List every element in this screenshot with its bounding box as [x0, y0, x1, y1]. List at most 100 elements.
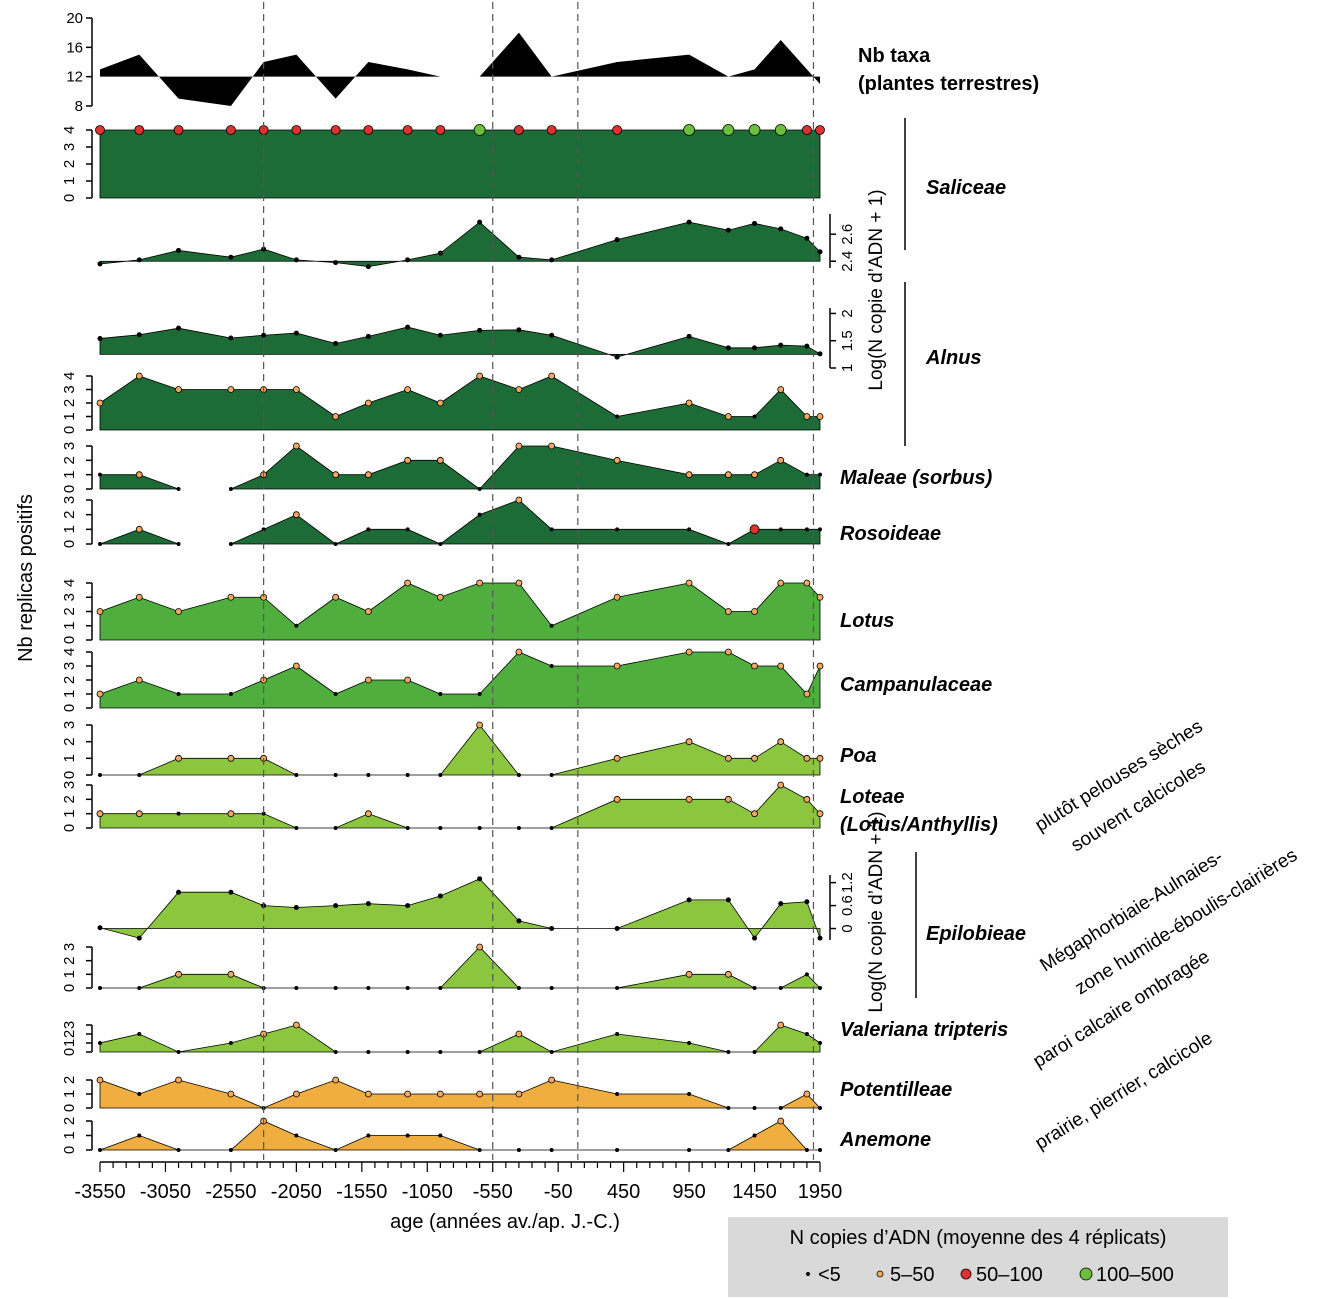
taxon-label: Maleae (sorbus)	[840, 467, 993, 489]
series-area	[100, 724, 821, 776]
legend-label: <5	[818, 1264, 841, 1286]
x-tick-label: -3550	[74, 1181, 125, 1203]
data-point	[137, 1133, 142, 1138]
data-point	[98, 542, 102, 546]
data-point	[752, 345, 758, 351]
data-point	[818, 986, 822, 990]
data-point	[818, 472, 822, 477]
data-point	[435, 125, 446, 135]
y-tick-label: 2	[61, 1076, 78, 1084]
data-point	[818, 1106, 822, 1110]
data-point	[436, 399, 444, 407]
data-point	[685, 738, 693, 746]
data-point	[724, 795, 732, 803]
data-point	[477, 826, 482, 830]
data-point	[804, 972, 809, 977]
data-point	[136, 935, 142, 941]
data-point	[816, 593, 824, 601]
x-tick-label: 450	[607, 1181, 640, 1203]
y-tick-label: 2	[61, 676, 78, 684]
data-point	[176, 889, 182, 895]
data-point	[96, 608, 104, 615]
series-row: 11.52	[97, 308, 856, 372]
y-tick-label: 0	[61, 1146, 78, 1154]
data-point	[724, 754, 732, 762]
data-point	[687, 1148, 692, 1152]
data-point	[549, 623, 554, 628]
data-point	[366, 986, 371, 990]
taxa-count-area	[100, 32, 820, 106]
y-tick-label: 8	[75, 98, 83, 115]
data-point	[96, 399, 104, 407]
taxon-label: Valeriana tripteris	[840, 1019, 1008, 1041]
y-tick-label: 1	[61, 1090, 78, 1098]
data-point	[804, 343, 810, 349]
data-point	[685, 795, 693, 803]
data-point	[724, 471, 732, 479]
legend-swatch	[876, 1270, 884, 1278]
taxon-label: (Lotus/Anthyllis)	[840, 814, 998, 836]
data-point	[438, 1133, 443, 1138]
data-point	[98, 986, 102, 990]
data-point	[476, 1090, 484, 1098]
data-point	[803, 754, 811, 762]
data-point	[803, 1090, 811, 1098]
data-point	[364, 676, 372, 684]
data-point	[137, 1032, 142, 1036]
y-tick-label: 1	[839, 364, 856, 372]
data-point	[613, 795, 621, 803]
data-point	[685, 970, 693, 978]
data-point	[366, 1133, 371, 1138]
data-point	[751, 608, 758, 615]
series-area	[230, 499, 821, 545]
x-axis-label: age (années av./ap. J.-C.)	[390, 1211, 620, 1233]
data-point	[549, 664, 554, 668]
series-row: 0 1 2	[61, 1076, 822, 1112]
y-tick-label: 1	[61, 1039, 78, 1047]
data-point	[175, 386, 182, 393]
data-point	[228, 335, 234, 341]
data-point	[546, 125, 557, 135]
data-point	[365, 333, 371, 339]
series-row: 0 1 2 3	[61, 781, 824, 832]
data-point	[683, 124, 695, 136]
data-point	[515, 386, 523, 393]
data-point	[333, 1050, 338, 1054]
data-point	[175, 608, 182, 615]
series-area	[99, 221, 821, 268]
y-tick-label: 1	[61, 970, 78, 978]
data-point	[724, 608, 732, 615]
data-point	[176, 1050, 181, 1054]
data-point	[477, 487, 482, 491]
series-row: 0 1 2 3	[61, 721, 824, 779]
series-area	[99, 784, 821, 829]
group-brackets	[904, 118, 917, 998]
y-tick-label: 1	[61, 1131, 78, 1139]
data-point	[802, 125, 812, 135]
y-tick-label: 1	[61, 690, 78, 698]
data-point	[515, 579, 523, 587]
data-point	[778, 1106, 783, 1110]
data-point	[516, 773, 521, 777]
data-point	[803, 795, 811, 803]
svg-text:(plantes terrestres): (plantes terrestres)	[858, 73, 1039, 95]
data-point	[176, 325, 182, 331]
data-point	[515, 442, 523, 450]
data-point	[438, 542, 443, 546]
taxon-label: Campanulaceae	[840, 674, 992, 696]
data-point	[777, 456, 785, 464]
habitat-labels: plutôt pelouses sèches souvent calcicole…	[1030, 716, 1302, 1154]
legend: N copies d’ADN (moyenne des 4 réplicats)…	[728, 1217, 1228, 1297]
data-point	[752, 414, 757, 419]
data-point	[97, 336, 103, 342]
data-point	[175, 1076, 182, 1084]
data-point	[778, 986, 783, 990]
data-point	[613, 456, 621, 464]
taxon-labels: Saliceae Alnus Maleae (sorbus) Rosoideae Lot…	[839, 177, 1026, 1151]
data-point	[333, 773, 338, 777]
legend-label: 5–50	[890, 1264, 935, 1286]
data-point	[615, 414, 620, 419]
y-tick-label: 2	[61, 1030, 78, 1038]
data-point	[816, 810, 824, 818]
series-row: 2.42.6	[97, 214, 856, 272]
